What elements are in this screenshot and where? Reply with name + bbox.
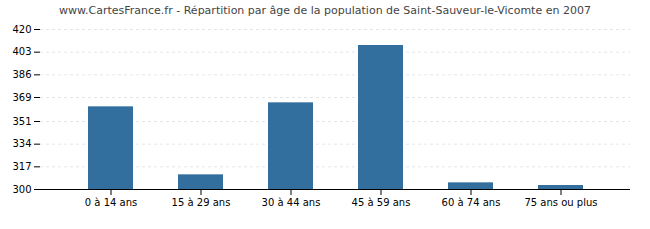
svg-text:317: 317 — [12, 161, 31, 172]
svg-text:60 à 74 ans: 60 à 74 ans — [442, 197, 501, 208]
svg-text:386: 386 — [12, 69, 31, 80]
svg-text:403: 403 — [12, 46, 31, 57]
svg-text:15 à 29 ans: 15 à 29 ans — [172, 197, 231, 208]
svg-text:30 à 44 ans: 30 à 44 ans — [262, 197, 321, 208]
svg-text:300: 300 — [12, 184, 31, 195]
svg-text:351: 351 — [12, 116, 31, 127]
svg-text:0 à 14 ans: 0 à 14 ans — [85, 197, 137, 208]
svg-text:420: 420 — [12, 24, 31, 35]
html-text:www.CartesFrance.fr - Répartit: www.CartesFrance.fr - Répartition par âg… — [59, 4, 591, 17]
svg-text:334: 334 — [12, 138, 31, 149]
svg-text:45 à 59 ans: 45 à 59 ans — [352, 197, 411, 208]
svg-text:75 ans ou plus: 75 ans ou plus — [524, 197, 597, 208]
svg-text:369: 369 — [12, 92, 31, 103]
